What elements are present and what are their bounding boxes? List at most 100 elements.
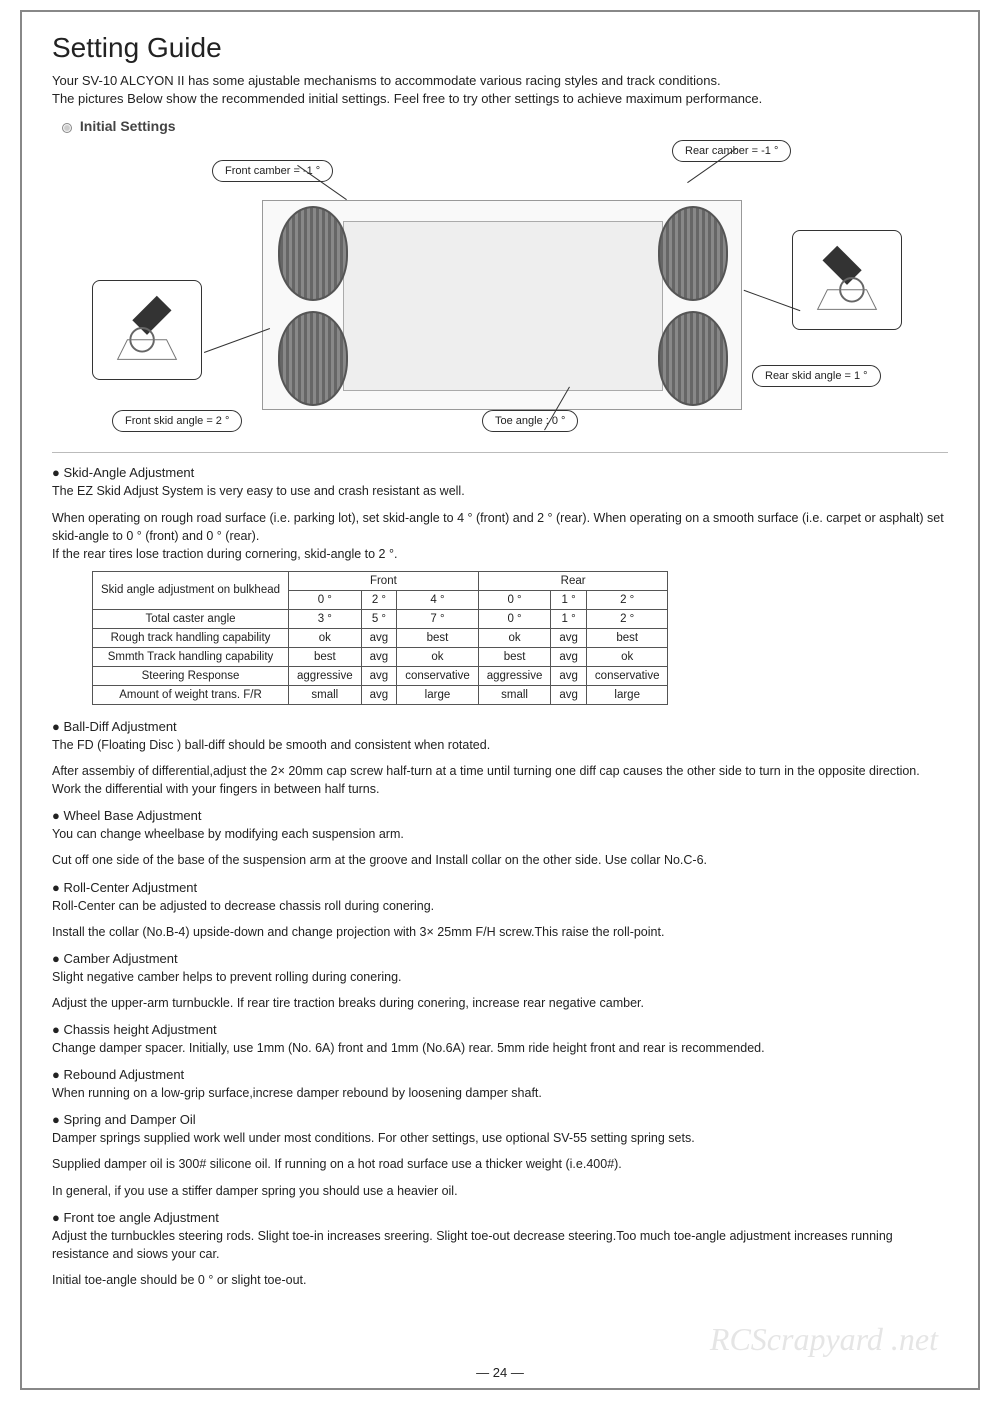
c: 3 ° xyxy=(289,609,362,628)
callout-toe-angle: Toe angle : 0 ° xyxy=(482,410,578,432)
table-row: Smmth Track handling capabilitybestavgok… xyxy=(93,647,668,666)
wheel-front-right xyxy=(658,206,728,301)
c: 1 ° xyxy=(551,609,587,628)
initial-settings-header: Initial Settings xyxy=(62,118,948,134)
section-chassis-title: Chassis height Adjustment xyxy=(52,1022,948,1037)
col1: 2 ° xyxy=(361,590,397,609)
page-number: — 24 — xyxy=(476,1365,524,1380)
subheader-text: Initial Settings xyxy=(80,118,176,134)
th-label: Skid angle adjustment on bulkhead xyxy=(93,571,289,609)
callout-front-skid: Front skid angle = 2 ° xyxy=(112,410,242,432)
c: best xyxy=(586,628,668,647)
c: small xyxy=(478,685,551,704)
c: ok xyxy=(397,647,479,666)
intro-line1: Your SV-10 ALCYON II has some ajustable … xyxy=(52,73,721,88)
bullet-icon xyxy=(62,123,72,133)
callout-rear-skid: Rear skid angle = 1 ° xyxy=(752,365,881,387)
toe-p1: Adjust the turnbuckles steering rods. Sl… xyxy=(52,1227,948,1263)
col4: 1 ° xyxy=(551,590,587,609)
diagram-area: Front camber = -1 ° Rear camber = -1 ° F… xyxy=(52,140,948,440)
section-spring-title: Spring and Damper Oil xyxy=(52,1112,948,1127)
c: aggressive xyxy=(478,666,551,685)
chassis-plate xyxy=(343,221,663,391)
skid-p1: The EZ Skid Adjust System is very easy t… xyxy=(52,482,948,500)
intro-text: Your SV-10 ALCYON II has some ajustable … xyxy=(52,72,948,108)
th-rear: Rear xyxy=(478,571,668,590)
ball-p2: After assembiy of differential,adjust th… xyxy=(52,762,948,798)
section-camber-title: Camber Adjustment xyxy=(52,951,948,966)
c: conservative xyxy=(586,666,668,685)
section-rebound-title: Rebound Adjustment xyxy=(52,1067,948,1082)
wheel-front-left xyxy=(278,206,348,301)
col2: 4 ° xyxy=(397,590,479,609)
leader-line xyxy=(204,328,270,353)
chassis-p1: Change damper spacer. Initially, use 1mm… xyxy=(52,1039,948,1057)
chassis-illustration xyxy=(262,200,742,410)
separator xyxy=(52,452,948,453)
skid-table: Skid angle adjustment on bulkhead Front … xyxy=(92,571,668,705)
c: avg xyxy=(551,666,587,685)
wheel-rear-right xyxy=(658,311,728,406)
section-skid-title: Skid-Angle Adjustment xyxy=(52,465,948,480)
r4l: Amount of weight trans. F/R xyxy=(93,685,289,704)
c: large xyxy=(397,685,479,704)
col3: 0 ° xyxy=(478,590,551,609)
c: 2 ° xyxy=(586,609,668,628)
section-ball-title: Ball-Diff Adjustment xyxy=(52,719,948,734)
r2l: Smmth Track handling capability xyxy=(93,647,289,666)
col5: 2 ° xyxy=(586,590,668,609)
c: large xyxy=(586,685,668,704)
c: best xyxy=(397,628,479,647)
c: avg xyxy=(361,647,397,666)
c: avg xyxy=(361,628,397,647)
c: 7 ° xyxy=(397,609,479,628)
watermark: RCScrapyard .net xyxy=(710,1321,938,1358)
camber-p2: Adjust the upper-arm turnbuckle. If rear… xyxy=(52,994,948,1012)
skid-p2a: When operating on rough road surface (i.… xyxy=(52,511,944,543)
spring-p1: Damper springs supplied work well under … xyxy=(52,1129,948,1147)
skid-p2: When operating on rough road surface (i.… xyxy=(52,509,948,563)
detail-front-skid xyxy=(92,280,202,380)
table-row: Steering Responseaggressiveavgconservati… xyxy=(93,666,668,685)
c: avg xyxy=(361,685,397,704)
c: ok xyxy=(478,628,551,647)
section-toe-title: Front toe angle Adjustment xyxy=(52,1210,948,1225)
wheelbase-p1: You can change wheelbase by modifying ea… xyxy=(52,825,948,843)
c: avg xyxy=(551,647,587,666)
col0: 0 ° xyxy=(289,590,362,609)
c: small xyxy=(289,685,362,704)
r0l: Total caster angle xyxy=(93,609,289,628)
camber-p1: Slight negative camber helps to prevent … xyxy=(52,968,948,986)
c: best xyxy=(289,647,362,666)
roll-p1: Roll-Center can be adjusted to decrease … xyxy=(52,897,948,915)
skid-p3: If the rear tires lose traction during c… xyxy=(52,547,397,561)
page-frame: Setting Guide Your SV-10 ALCYON II has s… xyxy=(20,10,980,1390)
section-roll-title: Roll-Center Adjustment xyxy=(52,880,948,895)
table-row: Amount of weight trans. F/Rsmallavglarge… xyxy=(93,685,668,704)
ball-p1: The FD (Floating Disc ) ball-diff should… xyxy=(52,736,948,754)
table-row: Rough track handling capabilityokavgbest… xyxy=(93,628,668,647)
callout-front-camber: Front camber = -1 ° xyxy=(212,160,333,182)
c: avg xyxy=(551,685,587,704)
spring-p2: Supplied damper oil is 300# silicone oil… xyxy=(52,1155,948,1173)
wheelbase-p2: Cut off one side of the base of the susp… xyxy=(52,851,948,869)
rebound-p1: When running on a low-grip surface,incre… xyxy=(52,1084,948,1102)
c: avg xyxy=(551,628,587,647)
c: best xyxy=(478,647,551,666)
intro-line2: The pictures Below show the recommended … xyxy=(52,91,762,106)
th-front: Front xyxy=(289,571,479,590)
c: 0 ° xyxy=(478,609,551,628)
spring-p3: In general, if you use a stiffer damper … xyxy=(52,1182,948,1200)
roll-p2: Install the collar (No.B-4) upside-down … xyxy=(52,923,948,941)
wheel-rear-left xyxy=(278,311,348,406)
c: avg xyxy=(361,666,397,685)
c: 5 ° xyxy=(361,609,397,628)
toe-p2: Initial toe-angle should be 0 ° or sligh… xyxy=(52,1271,948,1289)
c: ok xyxy=(289,628,362,647)
c: conservative xyxy=(397,666,479,685)
c: ok xyxy=(586,647,668,666)
page-title: Setting Guide xyxy=(52,32,948,64)
table-row: Total caster angle3 °5 °7 °0 °1 °2 ° xyxy=(93,609,668,628)
r3l: Steering Response xyxy=(93,666,289,685)
r1l: Rough track handling capability xyxy=(93,628,289,647)
